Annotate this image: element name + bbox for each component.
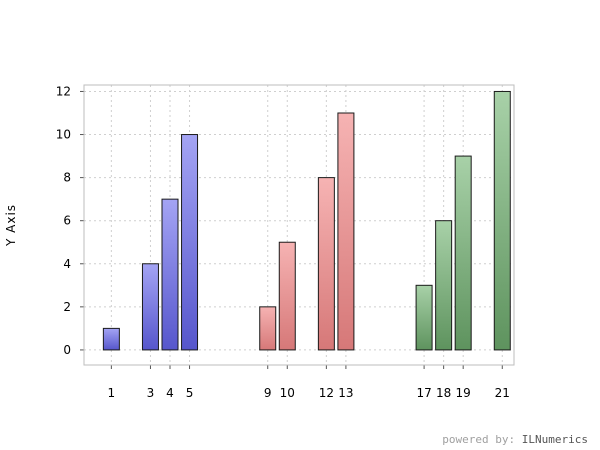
bar [454, 155, 472, 351]
x-tick-label: 10 [280, 386, 295, 400]
bar [435, 220, 453, 351]
x-tick-label: 21 [495, 386, 510, 400]
x-tick-label: 1 [108, 386, 116, 400]
bar [278, 241, 296, 351]
bar [259, 306, 277, 351]
x-tick-label: 9 [264, 386, 272, 400]
x-tick-label: 13 [338, 386, 353, 400]
x-tick-label: 5 [186, 386, 194, 400]
x-tick-label: 19 [456, 386, 471, 400]
y-tick-label: 0 [63, 343, 71, 357]
bars [102, 90, 511, 351]
x-tick-label: 17 [416, 386, 431, 400]
y-tick-label: 6 [63, 214, 71, 228]
plot-frame [83, 84, 515, 366]
bar [161, 198, 179, 351]
x-tick-label: 18 [436, 386, 451, 400]
y-axis-title: Y Axis [4, 204, 18, 247]
bar [141, 263, 159, 351]
bar [102, 327, 120, 351]
powered-by-prefix: powered by: [442, 433, 522, 446]
powered-by-footer: powered by: ILNumerics [442, 433, 588, 446]
bar [493, 90, 511, 351]
powered-by-brand: ILNumerics [521, 433, 588, 446]
y-tick-label: 8 [63, 171, 71, 185]
y-tick-labels: 0 2 4 6 8 10 12 [56, 84, 71, 356]
bar [337, 112, 355, 351]
bar [317, 177, 335, 351]
x-tick-label: 4 [166, 386, 174, 400]
bar [181, 134, 199, 351]
y-tick-label: 10 [56, 128, 71, 142]
y-tick-label: 4 [63, 257, 71, 271]
x-tick-label: 3 [147, 386, 155, 400]
y-tick-label: 2 [63, 300, 71, 314]
x-tick-label: 12 [319, 386, 334, 400]
bar [415, 284, 433, 351]
y-tick-label: 12 [56, 84, 71, 98]
x-tick-labels: 1 3 4 5 9 10 12 13 17 18 19 21 [108, 386, 510, 400]
